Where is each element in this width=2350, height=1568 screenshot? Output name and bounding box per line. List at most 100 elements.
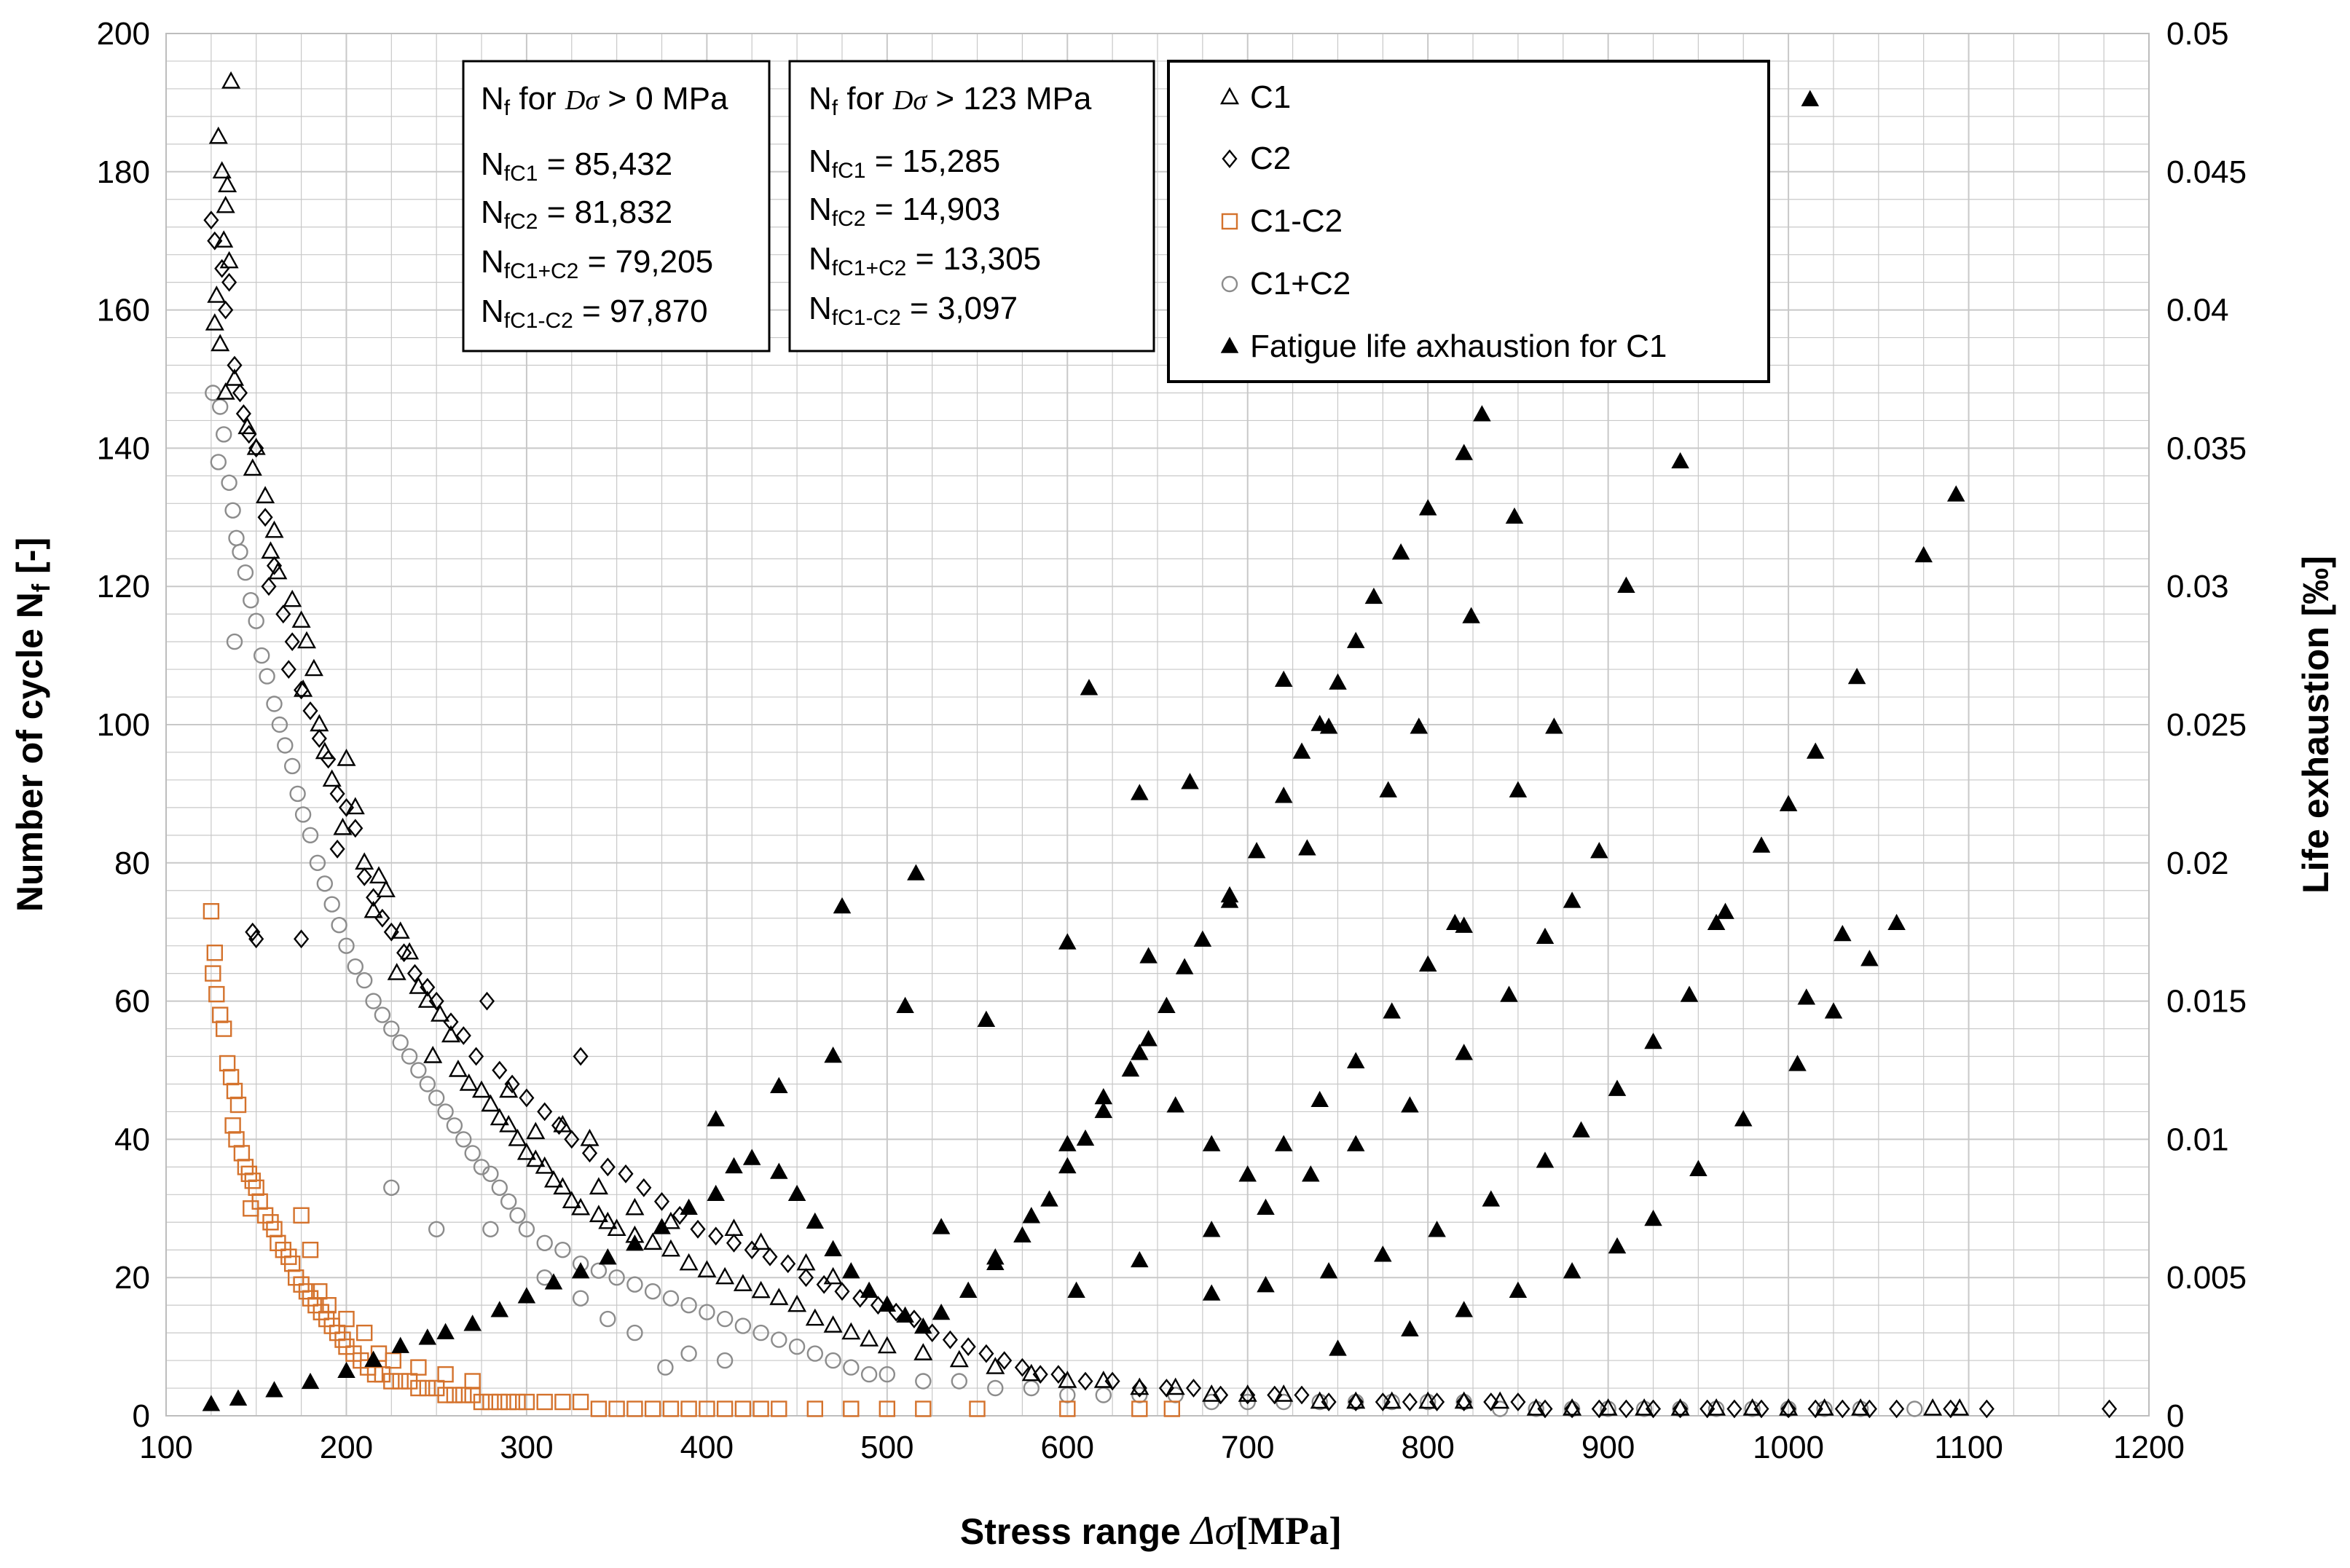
point-fatigue [896,997,914,1013]
annotation-line: NfC1+C2 = 79,205 [481,244,713,283]
y-axis-label-sub: f [28,583,55,592]
point-c1-plus-c2 [482,1221,499,1238]
point-c1-plus-c2 [680,1345,697,1362]
point-fatigue [1608,1080,1626,1096]
point-fatigue [907,864,925,880]
legend: C1 C2 C1-C2 C1+C2 Fatigue life axhaustio… [1167,60,1770,383]
y-tick-label: 160 [97,293,150,328]
point-c1-plus-c2 [392,1034,409,1051]
y-tick-label: 60 [114,984,150,1020]
point-c1-plus-c2 [259,668,275,685]
point-c1 [842,1323,860,1340]
point-c2 [1619,1400,1634,1418]
point-c1-plus-c2 [228,529,245,546]
point-fatigue [1203,1135,1220,1151]
point-c2 [690,1220,706,1239]
point-c1 [431,1005,449,1022]
legend-label-c2: C2 [1250,141,1291,176]
point-fatigue [1320,1262,1337,1279]
y-tick-label: 80 [114,846,150,881]
point-fatigue [1392,543,1410,560]
legend-label-fatigue: Fatigue life axhaustion for C1 [1250,328,1667,364]
point-c1 [213,162,231,179]
annotation-line: NfC1 = 15,285 [809,143,1000,183]
point-fatigue [1329,674,1347,690]
point-fatigue [1275,671,1292,688]
point-c2 [618,1165,634,1183]
point-fatigue [1329,1340,1347,1356]
point-c1 [589,1178,608,1195]
point-c1-plus-c2 [374,1006,391,1023]
point-fatigue [879,1296,896,1312]
point-c1 [243,459,262,476]
point-c1 [482,1095,500,1112]
x-tick-label: 1000 [1753,1430,1824,1465]
point-c1-minus-c2 [806,1400,824,1417]
point-c2 [257,508,273,527]
point-fatigue [1455,1044,1473,1060]
point-fatigue [1914,546,1933,563]
point-fatigue [302,1373,319,1390]
x-tick-label: 1100 [1934,1430,2003,1465]
point-fatigue [1131,1251,1149,1268]
point-fatigue [770,1163,788,1179]
point-fatigue [824,1047,842,1063]
annotation-title: Nf for Dσ > 123 MPa [809,81,1092,120]
point-c2 [329,784,345,803]
point-fatigue [914,1317,932,1334]
annotation-box-above-123: Nf for Dσ > 123 MPa NfC1 = 15,285 NfC2 =… [788,60,1155,352]
point-fatigue [1347,1135,1364,1151]
point-fatigue [707,1185,725,1202]
point-c2 [780,1254,795,1273]
point-c1 [310,714,329,732]
point-fatigue [1419,956,1437,972]
point-c1-plus-c2 [716,1310,734,1328]
point-fatigue [1462,607,1480,623]
point-c1-minus-c2 [915,1400,932,1417]
point-fatigue [1734,1111,1752,1127]
point-fatigue [1801,90,1819,106]
point-fatigue [1455,1301,1473,1317]
point-c1 [715,1267,734,1285]
point-c1-plus-c2 [331,916,347,934]
legend-item-c2: C2 [1222,141,1291,176]
point-c1-plus-c2 [860,1366,878,1383]
point-c2 [1402,1392,1418,1411]
point-c1-minus-c2 [226,1082,243,1100]
point-c1-plus-c2 [500,1193,517,1210]
x-axis-title: Stress range Δσ[MPa] [960,1508,1342,1553]
point-fatigue [1834,925,1852,942]
point-fatigue [1509,1282,1527,1298]
point-fatigue [1302,1165,1320,1182]
x-tick-label: 500 [860,1430,913,1465]
y-tick-label: 200 [97,16,150,52]
point-c2 [1979,1400,1995,1418]
point-c1 [643,1233,662,1250]
point-c1-minus-c2 [572,1393,589,1411]
y2-tick-label: 0.015 [2166,984,2247,1020]
point-c1-minus-c2 [626,1400,643,1417]
point-fatigue [1298,840,1316,856]
y2-tick-label: 0.04 [2166,293,2229,328]
point-c1-plus-c2 [915,1373,932,1390]
point-c1-plus-c2 [657,1359,674,1376]
point-fatigue [1139,1030,1158,1047]
point-fatigue [1347,1052,1364,1068]
legend-item-fatigue: Fatigue life axhaustion for C1 [1221,328,1667,364]
point-fatigue [1681,986,1698,1002]
point-fatigue [707,1111,725,1127]
point-fatigue [1067,1282,1085,1298]
point-fatigue [1122,1060,1139,1077]
point-fatigue [1947,486,1965,502]
point-fatigue [1506,508,1523,524]
point-fatigue [1401,1320,1419,1337]
point-fatigue [1131,1044,1149,1060]
point-fatigue [959,1282,977,1298]
point-fatigue [463,1315,482,1331]
point-fatigue [1410,718,1428,734]
point-fatigue [1482,1191,1500,1207]
x-tick-label: 1200 [2113,1430,2185,1465]
point-c1-minus-c2 [843,1400,860,1417]
point-fatigue [1158,997,1176,1013]
